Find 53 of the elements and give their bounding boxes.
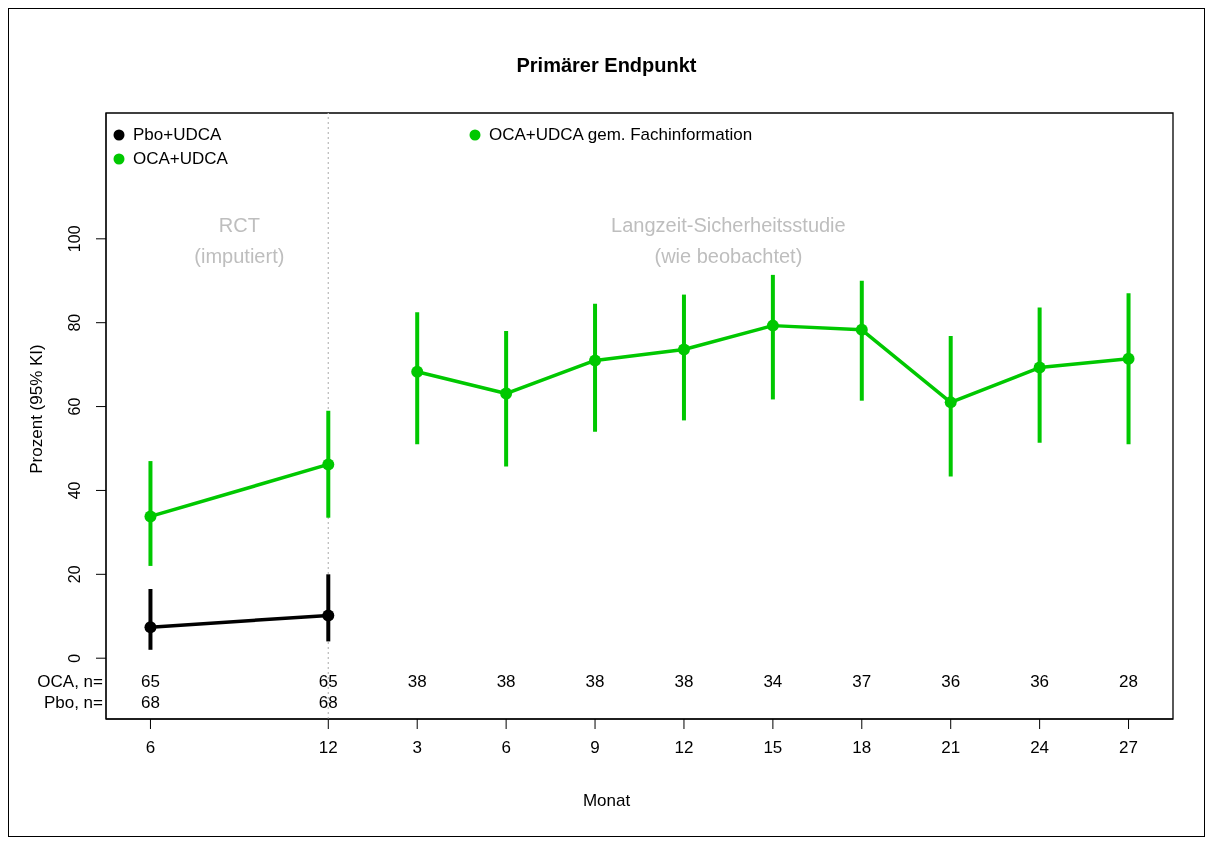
- annotation: 68: [318, 693, 338, 713]
- x-tick-label: 12: [318, 738, 338, 758]
- x-tick-label: 12: [674, 738, 694, 758]
- text: Pbo, n=: [43, 693, 104, 713]
- point: [855, 323, 868, 336]
- annotation: 37: [852, 672, 872, 692]
- annotation: 65: [318, 672, 338, 692]
- y-tick-label: 40: [66, 481, 83, 500]
- annotation: 36: [941, 672, 961, 692]
- annotation: RCT (imputiert): [194, 213, 285, 267]
- x-tick-label: 21: [941, 738, 961, 758]
- annotation: 36: [1030, 672, 1050, 692]
- y-axis-title: Prozent (95% KI): [27, 344, 47, 474]
- point: [411, 365, 424, 378]
- annotation: Langzeit-Sicherheitsstudie (wie beobachtet): [611, 213, 846, 267]
- point: [322, 458, 335, 471]
- x-tick-label: 27: [1119, 738, 1138, 758]
- annotation: 38: [496, 672, 516, 692]
- annotation: 68: [141, 693, 160, 713]
- point: [677, 343, 690, 356]
- chart-title: Primärer Endpunkt: [515, 54, 698, 77]
- point: [944, 396, 957, 409]
- point: [589, 354, 602, 367]
- annotation: 34: [763, 672, 783, 692]
- point: [1122, 352, 1135, 365]
- point: [1033, 361, 1046, 374]
- y-tick-label: 0: [66, 653, 83, 663]
- point: [500, 387, 513, 400]
- y-tick-label: 100: [66, 225, 83, 253]
- annotation: 38: [585, 672, 605, 692]
- legend-label: OCA+UDCA: [133, 149, 228, 169]
- point: [322, 609, 335, 622]
- annotation: 28: [1119, 672, 1138, 692]
- x-tick-label: 3: [412, 738, 422, 758]
- text: OCA, n=: [37, 672, 104, 692]
- x-tick-label: 15: [763, 738, 783, 758]
- legend-label: OCA+UDCA gem. Fachinformation: [489, 125, 753, 145]
- x-axis-title: Monat: [581, 791, 632, 811]
- x-tick-label: 24: [1030, 738, 1050, 758]
- point: [144, 621, 157, 634]
- annotation: 38: [674, 672, 694, 692]
- x-tick-label: 6: [145, 738, 156, 758]
- annotation: 65: [141, 672, 160, 692]
- y-tick-label: 60: [66, 397, 83, 416]
- point: [766, 319, 779, 332]
- point: [144, 510, 157, 523]
- y-tick-label: 80: [66, 313, 83, 332]
- annotation: 38: [407, 672, 427, 692]
- y-tick-label: 20: [66, 565, 83, 584]
- x-tick-label: 9: [590, 738, 600, 758]
- x-tick-label: 6: [501, 738, 511, 758]
- legend-label: Pbo+UDCA: [133, 125, 222, 145]
- x-tick-label: 18: [852, 738, 872, 758]
